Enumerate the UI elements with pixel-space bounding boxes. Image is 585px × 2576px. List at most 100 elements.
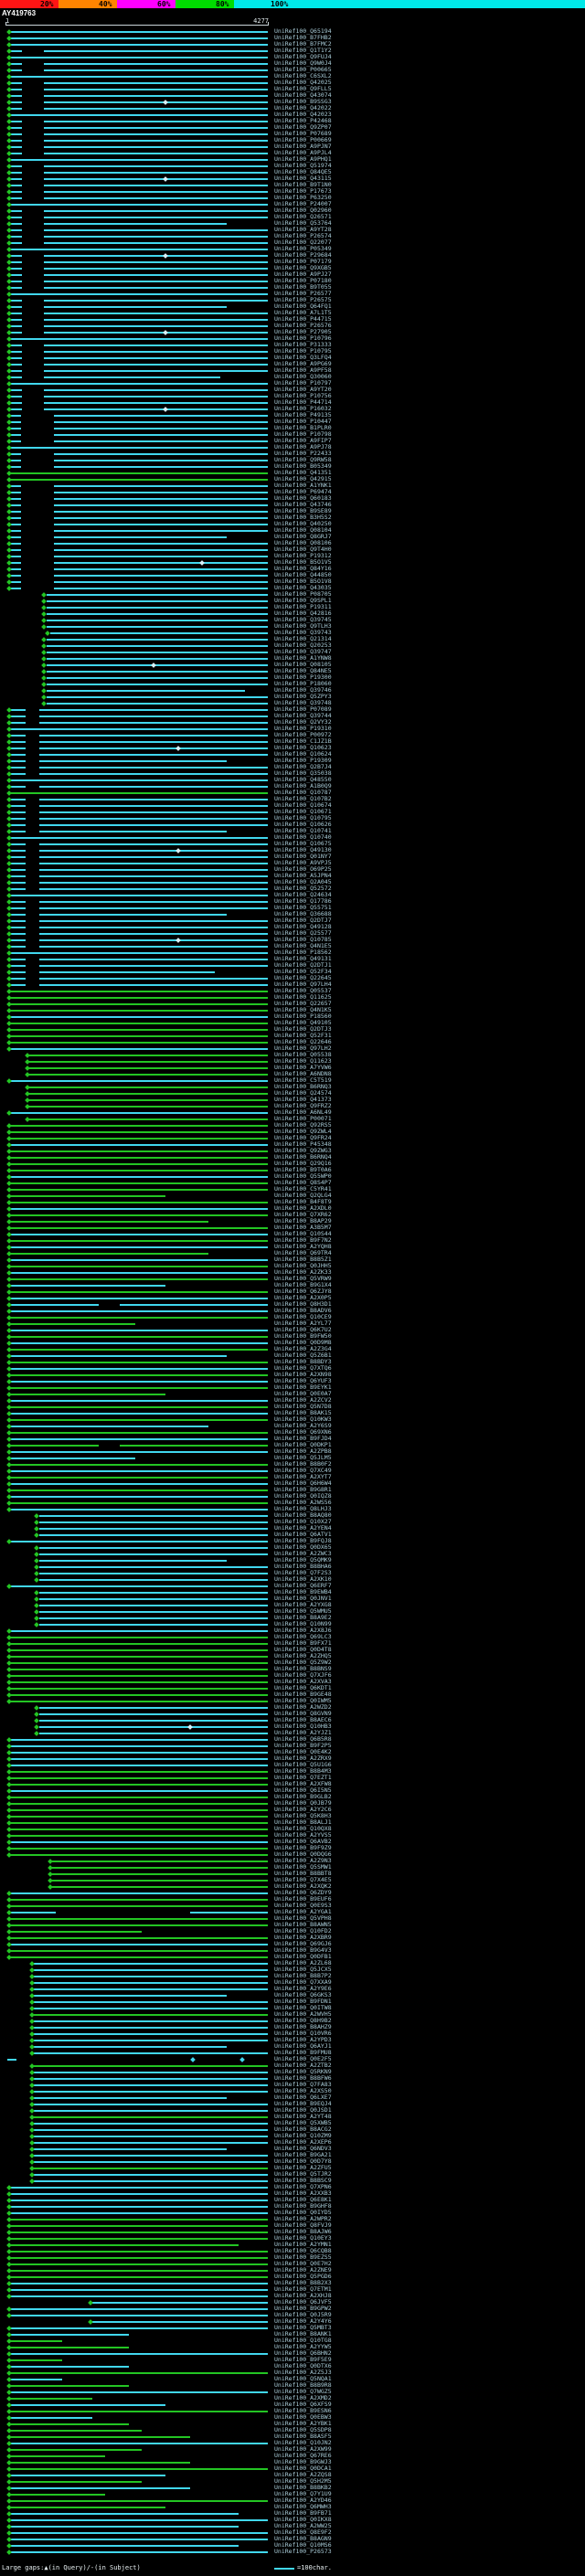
hit-bar[interactable] bbox=[7, 2411, 268, 2412]
hit-bar[interactable] bbox=[7, 1451, 268, 1453]
hit-accession-link[interactable]: UniRef100_Q0ITW8 bbox=[274, 2004, 332, 2011]
hit-accession-link[interactable]: UniRef100_Q6NDV3 bbox=[274, 2145, 332, 2152]
hit-bar[interactable] bbox=[7, 1669, 268, 1670]
hit-bar[interactable] bbox=[7, 2366, 130, 2368]
hit-bar[interactable] bbox=[38, 735, 268, 737]
hit-bar[interactable] bbox=[7, 2398, 93, 2400]
hit-accession-link[interactable]: UniRef100_Q10N99 bbox=[274, 1620, 332, 1627]
hit-bar[interactable] bbox=[38, 843, 268, 845]
hit-bar[interactable] bbox=[43, 121, 268, 122]
hit-bar[interactable] bbox=[43, 408, 268, 410]
hit-bar[interactable] bbox=[34, 1982, 268, 1984]
hit-bar[interactable] bbox=[7, 1937, 268, 1939]
hit-bar[interactable] bbox=[34, 2020, 268, 2022]
hit-bar[interactable] bbox=[7, 2494, 105, 2496]
hit-accession-link[interactable]: UniRef100_Q0IQZ8 bbox=[274, 1492, 332, 1500]
hit-accession-link[interactable]: UniRef100_A2WZD2 bbox=[274, 1703, 332, 1711]
hit-accession-link[interactable]: UniRef100_Q49131 bbox=[274, 955, 332, 962]
hit-bar[interactable] bbox=[7, 2443, 268, 2444]
hit-bar[interactable] bbox=[34, 2136, 268, 2137]
hit-bar[interactable] bbox=[7, 773, 26, 775]
hit-bar[interactable] bbox=[7, 197, 22, 199]
hit-bar[interactable] bbox=[7, 2475, 166, 2476]
hit-bar[interactable] bbox=[38, 1579, 268, 1581]
hit-accession-link[interactable]: UniRef100_A2ZNE9 bbox=[274, 2266, 332, 2274]
hit-accession-link[interactable]: UniRef100_A2XW99 bbox=[274, 2445, 332, 2453]
hit-accession-link[interactable]: UniRef100_C6SXL2 bbox=[274, 72, 332, 80]
hit-accession-link[interactable]: UniRef100_Q30060 bbox=[274, 373, 332, 380]
hit-accession-link[interactable]: UniRef100_A2ZWC3 bbox=[274, 1550, 332, 1557]
hit-bar[interactable] bbox=[43, 389, 268, 391]
hit-bar[interactable] bbox=[7, 1163, 268, 1165]
hit-bar[interactable] bbox=[7, 2200, 268, 2201]
hit-bar[interactable] bbox=[7, 121, 22, 122]
hit-accession-link[interactable]: UniRef100_P17673 bbox=[274, 187, 332, 195]
hit-bar[interactable] bbox=[7, 2385, 130, 2387]
hit-bar[interactable] bbox=[38, 709, 268, 711]
hit-accession-link[interactable]: UniRef100_P63250 bbox=[274, 194, 332, 201]
hit-accession-link[interactable]: UniRef100_P26573 bbox=[274, 2548, 332, 2555]
hit-bar[interactable] bbox=[7, 1112, 268, 1114]
hit-bar[interactable] bbox=[7, 1042, 268, 1044]
hit-accession-link[interactable]: UniRef100_A1YNW8 bbox=[274, 654, 332, 662]
hit-bar[interactable] bbox=[34, 1995, 227, 1997]
hit-accession-link[interactable]: UniRef100_Q0DX65 bbox=[274, 1543, 332, 1551]
hit-bar[interactable] bbox=[43, 108, 268, 110]
hit-bar[interactable] bbox=[7, 1362, 268, 1363]
hit-accession-link[interactable]: UniRef100_Q0D9M8 bbox=[274, 1339, 332, 1346]
hit-bar[interactable] bbox=[7, 2372, 268, 2374]
hit-bar[interactable] bbox=[7, 1445, 99, 1447]
hit-bar[interactable] bbox=[28, 1099, 268, 1101]
hit-accession-link[interactable]: UniRef100_A2YXG8 bbox=[274, 1601, 332, 1608]
hit-bar[interactable] bbox=[120, 1445, 268, 1447]
hit-bar[interactable] bbox=[7, 1701, 268, 1702]
hit-accession-link[interactable]: UniRef100_B8ANK1 bbox=[274, 2330, 332, 2337]
hit-bar[interactable] bbox=[46, 703, 268, 705]
hit-bar[interactable] bbox=[7, 268, 22, 270]
hit-accession-link[interactable]: UniRef100_Q9ZWL4 bbox=[274, 1128, 332, 1135]
hit-accession-link[interactable]: UniRef100_Q39743 bbox=[274, 629, 332, 636]
hit-bar[interactable] bbox=[7, 920, 26, 922]
hit-bar[interactable] bbox=[53, 549, 268, 551]
hit-accession-link[interactable]: UniRef100_Q0DFB1 bbox=[274, 1953, 332, 1960]
hit-accession-link[interactable]: UniRef100_Q6ERF7 bbox=[274, 1582, 332, 1589]
hit-bar[interactable] bbox=[7, 1643, 268, 1645]
hit-accession-link[interactable]: UniRef100_Q6AYJ1 bbox=[274, 2042, 332, 2050]
hit-bar[interactable] bbox=[7, 1157, 268, 1159]
hit-bar[interactable] bbox=[7, 2206, 268, 2208]
hit-bar[interactable] bbox=[34, 2072, 268, 2073]
hit-bar[interactable] bbox=[7, 767, 26, 769]
hit-bar[interactable] bbox=[7, 1246, 268, 1248]
hit-accession-link[interactable]: UniRef100_Q10787 bbox=[274, 789, 332, 796]
hit-bar[interactable] bbox=[7, 1138, 268, 1140]
hit-bar[interactable] bbox=[7, 2193, 268, 2195]
hit-accession-link[interactable]: UniRef100_B9GWJ3 bbox=[274, 2458, 332, 2465]
hit-accession-link[interactable]: UniRef100_A2Y4Y6 bbox=[274, 2317, 332, 2325]
hit-accession-link[interactable]: UniRef100_A7L1T5 bbox=[274, 309, 332, 316]
hit-accession-link[interactable]: UniRef100_Q69GJ6 bbox=[274, 1940, 332, 1947]
hit-bar[interactable] bbox=[7, 939, 26, 941]
hit-accession-link[interactable]: UniRef100_Q01NY7 bbox=[274, 853, 332, 860]
hit-bar[interactable] bbox=[7, 1477, 268, 1479]
hit-accession-link[interactable]: UniRef100_B9F9Z9 bbox=[274, 1844, 332, 1851]
hit-bar[interactable] bbox=[38, 1733, 268, 1734]
hit-bar[interactable] bbox=[7, 511, 21, 513]
hit-bar[interactable] bbox=[53, 415, 268, 417]
hit-bar[interactable] bbox=[34, 2078, 268, 2080]
hit-accession-link[interactable]: UniRef100_Q35038 bbox=[274, 769, 332, 777]
hit-accession-link[interactable]: UniRef100_Q9SPL1 bbox=[274, 597, 332, 604]
hit-bar[interactable] bbox=[7, 837, 268, 839]
hit-bar[interactable] bbox=[7, 1234, 268, 1235]
hit-bar[interactable] bbox=[53, 460, 268, 461]
hit-bar[interactable] bbox=[43, 351, 268, 353]
hit-bar[interactable] bbox=[43, 197, 268, 199]
hit-bar[interactable] bbox=[7, 2404, 166, 2406]
hit-accession-link[interactable]: UniRef100_O69P25 bbox=[274, 865, 332, 873]
hit-bar[interactable] bbox=[7, 1630, 268, 1632]
hit-accession-link[interactable]: UniRef100_Q10VR6 bbox=[274, 2030, 332, 2037]
hit-bar[interactable] bbox=[43, 345, 268, 346]
hit-bar[interactable] bbox=[7, 1368, 268, 1370]
hit-accession-link[interactable]: UniRef100_Q10JN2 bbox=[274, 2439, 332, 2446]
hit-bar[interactable] bbox=[7, 2449, 142, 2451]
hit-bar[interactable] bbox=[7, 888, 26, 890]
